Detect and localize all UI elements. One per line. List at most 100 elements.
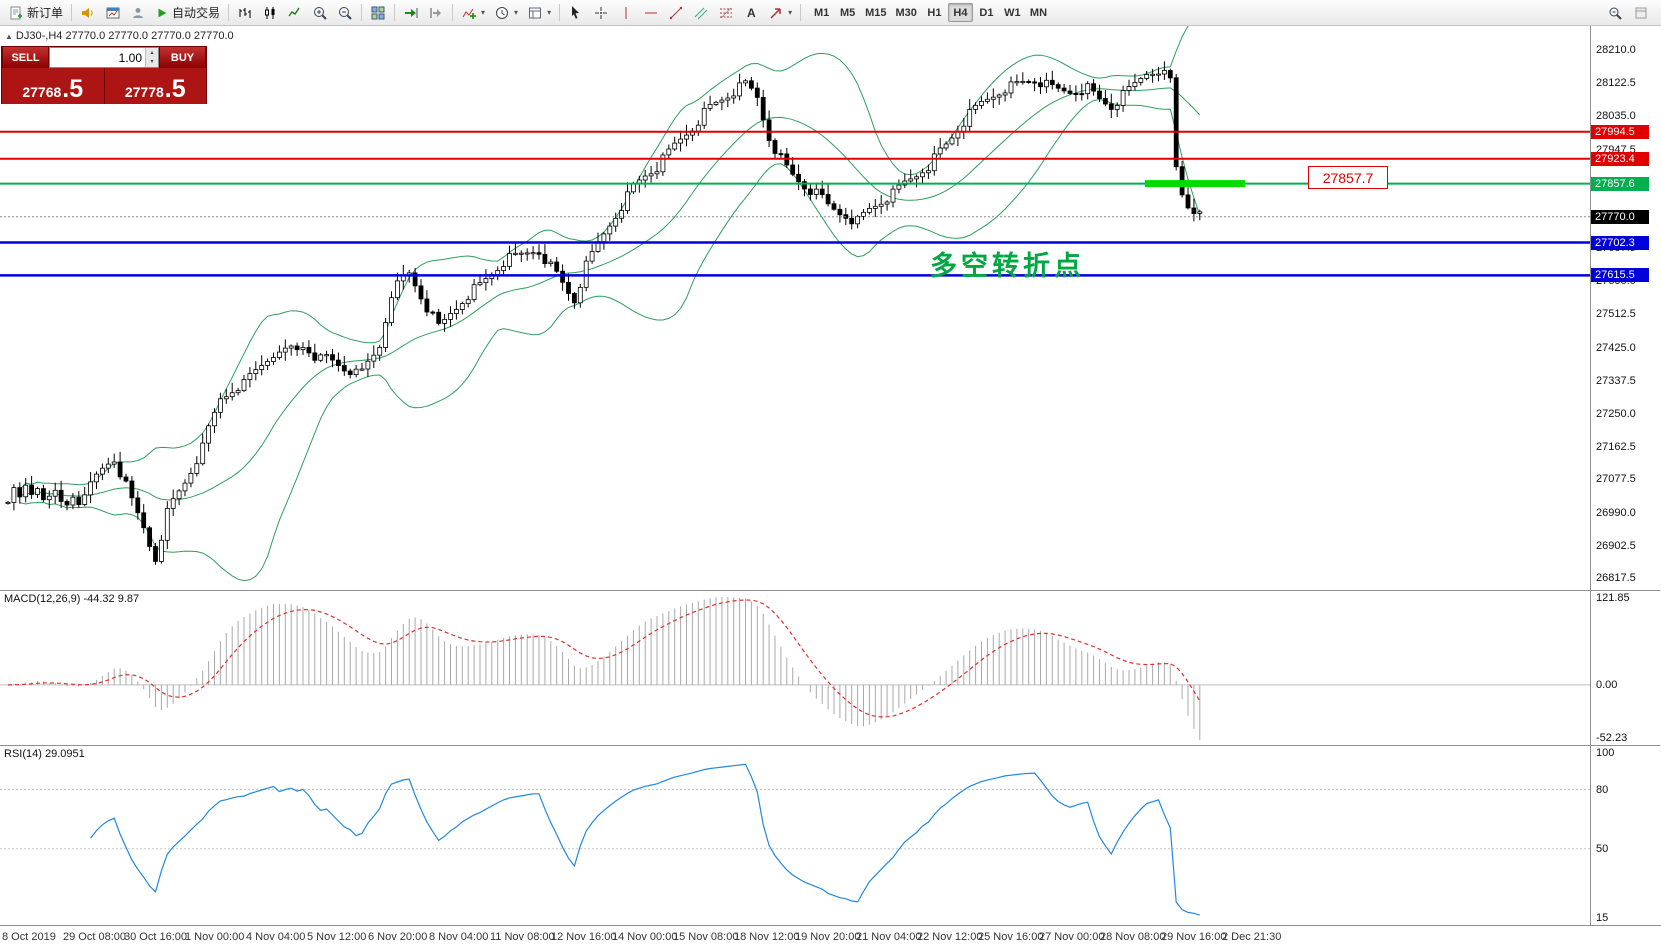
rsi-panel[interactable]: RSI(14) 29.0951 [0, 745, 1590, 925]
toolbar-separator [228, 4, 230, 21]
arrows-button[interactable]: ▾ [764, 2, 796, 23]
toolbar-separator [452, 4, 454, 21]
timeframe-button-m1[interactable]: M1 [809, 3, 834, 22]
candle [424, 290, 430, 317]
candle [890, 185, 896, 208]
periods-button[interactable]: ▾ [490, 2, 522, 23]
price-callout[interactable]: 27857.7 [1308, 166, 1388, 189]
time-axis-label: 11 Nov 08:00 [490, 931, 555, 943]
volume-input[interactable] [50, 48, 145, 67]
candle [389, 291, 394, 326]
vertical-line-button[interactable] [614, 2, 638, 23]
channel-icon [694, 7, 708, 19]
bar-chart-button[interactable] [233, 2, 257, 23]
timeframe-button-w1[interactable]: W1 [1000, 3, 1025, 22]
volume-down-button[interactable]: ▾ [146, 57, 158, 67]
channel-button[interactable] [689, 2, 713, 23]
zoom-out-icon [339, 6, 352, 20]
level-price-badge: 27994.5 [1591, 124, 1649, 139]
rsi-scale[interactable]: 100 80 50 15 [1590, 745, 1660, 925]
profile-button[interactable] [126, 2, 150, 23]
price-scale[interactable]: 28210.028122.528035.027947.527860.027772… [1590, 26, 1661, 590]
fibonacci-button[interactable] [714, 2, 738, 23]
candle [554, 257, 560, 274]
candle [560, 264, 565, 291]
sound-button[interactable] [76, 2, 100, 23]
candle [920, 168, 925, 184]
candle [1067, 84, 1073, 95]
templates-button[interactable]: ▾ [523, 2, 555, 23]
candle [672, 136, 678, 151]
candle [1144, 71, 1150, 81]
candle [790, 157, 796, 177]
price-chart[interactable] [0, 26, 1590, 590]
candlestick-chart-button[interactable] [258, 2, 282, 23]
timeframe-button-m15[interactable]: M15 [861, 3, 890, 22]
timeframe-button-h4[interactable]: H4 [947, 3, 973, 22]
trendline-button[interactable] [664, 2, 688, 23]
zoom-out-button[interactable] [333, 2, 357, 23]
buy-button[interactable]: BUY [159, 47, 206, 68]
candle [265, 358, 271, 371]
timeframe-button-h1[interactable]: H1 [922, 3, 947, 22]
cursor-button[interactable] [564, 2, 588, 23]
search-button[interactable] [1603, 2, 1627, 23]
candle [359, 362, 365, 371]
autotrading-button[interactable]: 自动交易 [151, 2, 224, 23]
candle [229, 382, 235, 401]
candle [654, 161, 660, 180]
chart-shift-button[interactable] [424, 2, 448, 23]
time-axis-label: 15 Nov 08:00 [673, 931, 739, 943]
candle [436, 308, 442, 326]
candle [241, 375, 247, 393]
line-chart-button[interactable] [283, 2, 307, 23]
macd-panel[interactable]: MACD(12,26,9) -44.32 9.87 [0, 590, 1590, 745]
candle [536, 244, 542, 260]
ohlc-bars-icon [239, 7, 251, 18]
zoom-in-button[interactable] [308, 2, 332, 23]
tile-windows-button[interactable] [366, 2, 390, 23]
data-window-button[interactable] [1629, 2, 1653, 23]
candle [695, 120, 701, 136]
macd-chart[interactable] [0, 591, 1590, 745]
market-watch-button[interactable] [101, 2, 125, 23]
crosshair-button[interactable] [589, 2, 613, 23]
chart-text-annotation[interactable]: 多空转折点 [930, 251, 1085, 281]
time-axis-label: 29 Nov 16:00 [1161, 931, 1227, 943]
volume-up-button[interactable]: ▴ [146, 48, 158, 58]
candle [666, 144, 672, 158]
sell-button[interactable]: SELL [2, 47, 49, 68]
candle [294, 342, 300, 356]
new-order-button[interactable]: 新订单 [4, 2, 67, 23]
timeframe-button-m30[interactable]: M30 [892, 3, 921, 22]
person-icon [133, 7, 144, 18]
candle [973, 102, 978, 114]
sell-price[interactable]: 27768.5 [2, 68, 105, 104]
indicators-button[interactable]: ▾ [457, 2, 489, 23]
candle [518, 250, 524, 262]
timeframe-button-mn[interactable]: MN [1026, 3, 1051, 22]
candle [642, 169, 648, 188]
rsi-chart[interactable] [0, 746, 1590, 925]
sell-price-pips: .5 [62, 74, 84, 103]
candle [1167, 68, 1173, 83]
candle [979, 96, 984, 109]
price-chart-panel[interactable]: ▲ DJ30-,H4 27770.0 27770.0 27770.0 27770… [0, 26, 1590, 590]
text-button[interactable]: A [739, 2, 763, 23]
candle [825, 184, 831, 207]
candle [88, 472, 93, 504]
horizontal-line-button[interactable] [639, 2, 663, 23]
collapse-icon[interactable]: ▲ [5, 31, 13, 41]
buy-price[interactable]: 27778.5 [104, 68, 206, 104]
candle [949, 133, 955, 146]
candle [914, 174, 919, 188]
timeframe-button-m5[interactable]: M5 [835, 3, 860, 22]
timeframe-button-d1[interactable]: D1 [974, 3, 999, 22]
candle [271, 352, 276, 365]
time-axis-label: 4 Nov 04:00 [246, 931, 306, 943]
time-axis[interactable]: 8 Oct 2019 29 Oct 08:00 30 Oct 16:00 1 Nov … [0, 925, 1661, 949]
candle [872, 199, 878, 218]
highlight-segment[interactable] [1145, 180, 1245, 188]
auto-scroll-button[interactable] [399, 2, 423, 23]
macd-scale[interactable]: 121.85 0.00 -52.23 [1590, 590, 1660, 745]
